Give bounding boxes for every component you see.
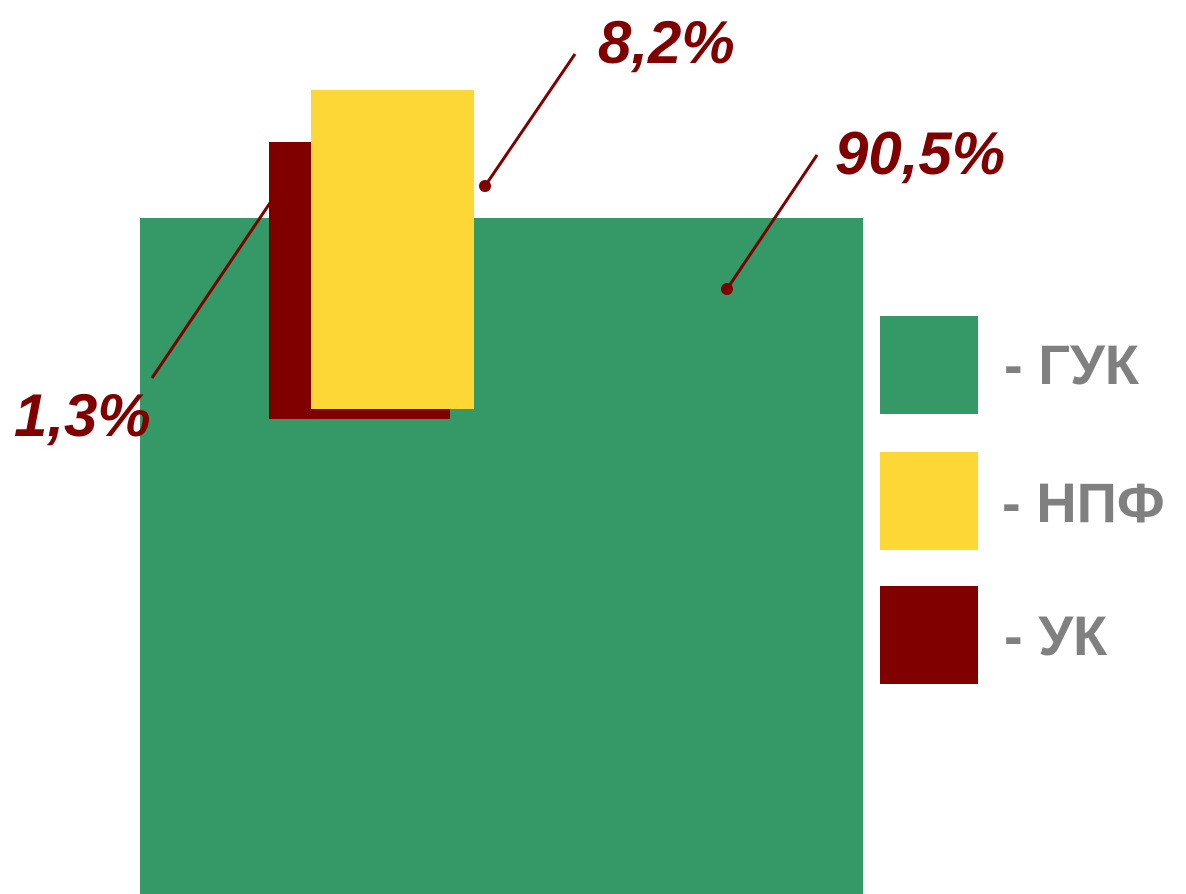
legend: - ГУК - НПФ - УК xyxy=(880,316,1165,684)
square-npf xyxy=(311,90,474,409)
value-label-uk: 1,3% xyxy=(14,382,151,449)
value-label-npf: 8,2% xyxy=(598,9,735,76)
leader-dot-guk xyxy=(721,283,733,295)
leader-line-uk xyxy=(150,199,274,379)
legend-label-guk: - ГУК xyxy=(1004,333,1140,396)
legend-swatch-guk xyxy=(880,316,978,414)
legend-swatch-npf xyxy=(880,452,978,550)
legend-label-uk: - УК xyxy=(1004,604,1108,667)
legend-swatch-uk xyxy=(880,586,978,684)
leader-line-npf xyxy=(483,53,577,187)
leader-dot-npf xyxy=(479,180,491,192)
legend-label-npf: - НПФ xyxy=(1002,471,1165,534)
leader-line-guk xyxy=(725,154,819,290)
square-guk xyxy=(140,218,863,894)
value-label-guk: 90,5% xyxy=(835,120,1005,187)
